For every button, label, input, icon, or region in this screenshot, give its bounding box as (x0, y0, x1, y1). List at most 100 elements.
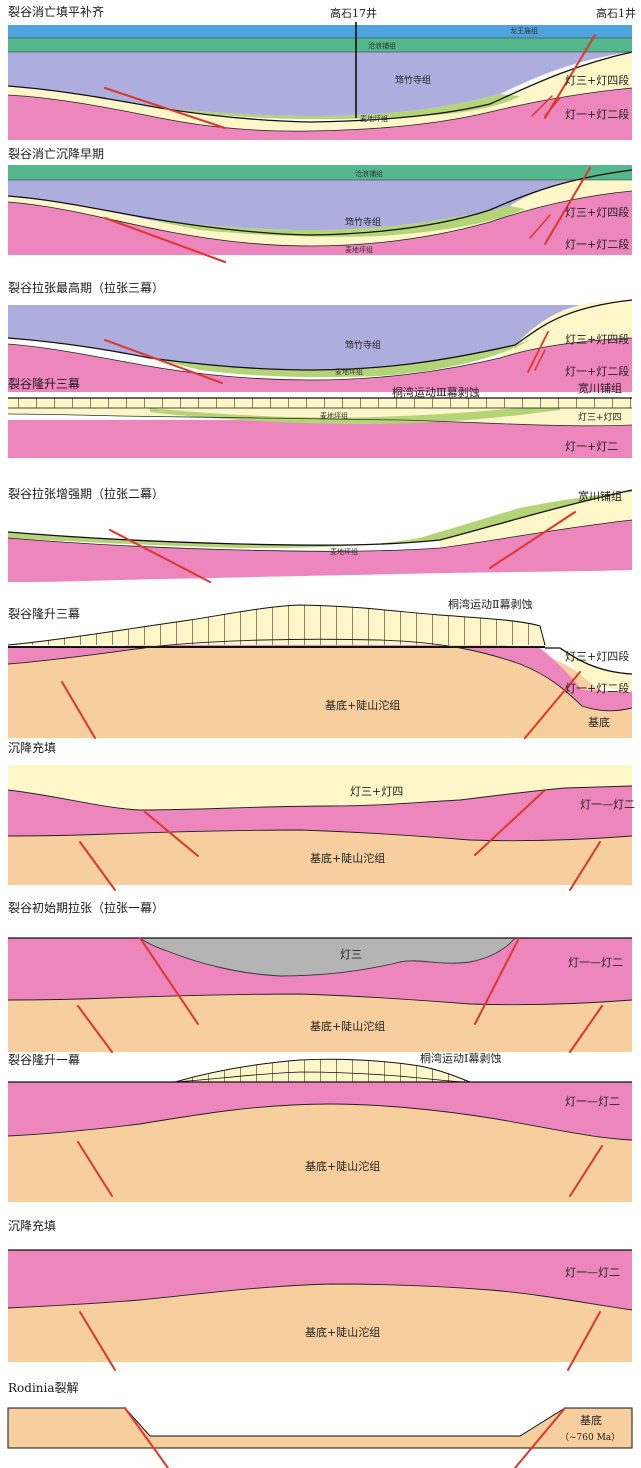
stage-6-fault-left (61, 681, 96, 739)
stage-11-panel: Rodinia裂解 基底 （~760 Ma） (7, 1381, 633, 1468)
stage-4-maidiping-label: 麦地坪组 (320, 411, 348, 420)
stage-6-basement2-label: 基底 (588, 715, 610, 729)
stage-1-canglangpu-label: 沧浪铺组 (368, 41, 396, 50)
stage-4-kuanchuanpu-label: 宽川铺组 (578, 381, 622, 395)
stage-11-fault-left (124, 1407, 169, 1468)
stage-2-canglangpu-label: 沧浪铺组 (355, 169, 383, 178)
stage-3-fault-right (527, 331, 549, 373)
stage-8-boundary-base (7, 993, 633, 1006)
stage-5-top-line (7, 489, 633, 546)
stage-2-maidiping-label: 麦地坪组 (345, 245, 373, 254)
stage-4-maidiping-layer (150, 404, 560, 424)
stage-10-deng12-layer (8, 1250, 632, 1310)
stage-1-fault-right (544, 34, 596, 119)
stage-11-title: Rodinia裂解 (8, 1381, 79, 1395)
stage-3-deng12-layer (8, 338, 632, 392)
well-gaoshi17-label: 高石17井 (330, 6, 377, 20)
stage-9-title: 裂谷隆升一幕 (8, 1052, 80, 1067)
stage-1-maidiping-label: 麦地坪组 (360, 114, 388, 123)
stage-2-maidiping-layer (150, 206, 525, 237)
stage-1-title: 裂谷消亡填平补齐 (8, 4, 104, 19)
stage-1-unconformity (7, 51, 633, 123)
stage-7-basement-label: 基底+陡山沱组 (310, 851, 385, 865)
stage-3-fault-minor (534, 349, 546, 371)
stage-4-deng34-label: 灯三+灯四 (578, 412, 622, 423)
stage-4-erosion-label: 桐湾运动Ⅲ幕剥蚀 (392, 385, 480, 399)
stage-4-deng12-label: 灯一+灯二 (565, 440, 618, 453)
stage-8-basement-label: 基底+陡山沱组 (310, 1019, 385, 1033)
stage-1-deng12-label: 灯一+灯二段 (565, 107, 629, 121)
stage-10-basement-label: 基底+陡山沱组 (305, 1325, 380, 1339)
stage-4-erosion-strip (8, 398, 632, 408)
stage-1-fault-minor-b (544, 97, 561, 117)
stage-10-fault-right (567, 1311, 601, 1371)
stage-8-fault-right-lower (569, 1005, 603, 1053)
stage-1-fault-minor-a (531, 95, 553, 117)
stage-7-fault-left-lower (79, 841, 116, 891)
stage-8-panel: 裂谷初始期拉张（拉张一幕） 灯三 灯一—灯二 基底+陡山沱组 (7, 900, 633, 1053)
stage-1-longwangmiao-label: 龙王庙组 (510, 26, 538, 35)
stage-9-erosion-base (174, 1071, 471, 1083)
stage-8-fault-left-upper (139, 937, 199, 1025)
stage-2-fault-right (544, 167, 591, 245)
stage-8-fault-right-upper (474, 939, 519, 1025)
stage-7-fault-left-upper (144, 811, 199, 857)
stage-5-panel: 裂谷拉张增强期（拉张二幕） 宽川铺组 麦地坪组 (7, 486, 633, 583)
stage-3-maidiping-label: 麦地坪组 (335, 367, 363, 376)
stage-4-title: 裂谷隆升三幕 (8, 376, 80, 391)
stage-5-maidiping-layer (8, 490, 632, 548)
stage-3-deng12-label: 灯一+灯二段 (565, 364, 629, 378)
stage-5-fault-left (109, 529, 211, 583)
stage-2-deng34-label: 灯三+灯四段 (565, 205, 629, 219)
stage-9-deng12-layer (8, 1082, 632, 1140)
stage-9-erosion-dome (175, 1059, 470, 1082)
stage-8-deng3-label: 灯三 (340, 948, 362, 961)
stage-6-erosion-label: 桐湾运动Ⅱ幕剥蚀 (448, 597, 532, 611)
stage-2-fault-minor (529, 214, 551, 239)
stage-5-deng34-layer (440, 492, 632, 548)
stage-9-deng12-label: 灯一—灯二 (565, 1095, 620, 1108)
stage-2-deng34-layer (8, 170, 632, 246)
stage-1-qiongzhusi-label: 筇竹寺组 (395, 74, 431, 86)
stage-9-erosion-outline (174, 1058, 471, 1083)
stage-3-qiongzhusi-label: 筇竹寺组 (345, 339, 381, 351)
stage-6-deng34-label: 灯三+灯四段 (565, 649, 629, 663)
stage-1-fault-left (104, 87, 226, 129)
stage-6-erosion-dome (8, 605, 545, 645)
stage-7-fault-right-upper (474, 789, 546, 856)
stage-6-title: 裂谷隆升三幕 (8, 606, 80, 621)
stage-2-unconformity (7, 169, 633, 236)
stage-9-erosion-label: 桐湾运动Ⅰ幕剥蚀 (420, 1051, 501, 1065)
stage-1-deng-boundary (7, 87, 633, 132)
stage-8-title: 裂谷初始期拉张（拉张一幕） (8, 900, 164, 915)
stage-6-fault-right (524, 671, 581, 739)
stage-2-panel: 裂谷消亡沉降早期 沧浪铺组 筇竹寺组 麦地坪组 灯三+灯四段 灯一+灯二段 (7, 147, 633, 263)
stage-9-basement-label: 基底+陡山沱组 (305, 1159, 380, 1173)
stage-1-canglangpu-layer (8, 38, 632, 52)
stage-11-basement-label: 基底 (580, 1413, 602, 1427)
well-gaoshi1-label: 高石1井 (596, 6, 636, 20)
stage-7-deng34-label: 灯三+灯四 (350, 785, 403, 798)
stage-5-fault-right (489, 511, 576, 569)
stage-9-boundary-base (7, 1103, 633, 1141)
stage-3-qiongzhusi-layer (8, 305, 580, 370)
stage-7-title: 沉降充填 (8, 740, 56, 755)
stage-10-fault-left (79, 1311, 116, 1371)
stage-1-qiongzhusi-layer (8, 52, 632, 116)
stage-6-panel: 裂谷隆升三幕 桐湾运动Ⅱ幕剥蚀 灯三+灯四段 灯一+灯二段 基底+陡山沱组 基底 (7, 597, 633, 739)
stage-5-unconformity (7, 519, 633, 552)
stage-2-qiongzhusi-label: 筇竹寺组 (345, 216, 381, 228)
stage-7-boundary-base (7, 829, 633, 842)
stage-7-boundary-top (7, 785, 633, 811)
stage-4-deng12-layer (8, 420, 632, 458)
stage-1-deng12-layer (8, 88, 632, 140)
stage-9-fault-left (77, 1141, 113, 1197)
stage-2-deng-boundary (7, 190, 633, 247)
stage-5-maidiping-label: 麦地坪组 (330, 547, 358, 556)
stage-10-title: 沉降充填 (8, 1218, 56, 1233)
stage-6-right-top (545, 647, 633, 675)
stage-2-fault-left (104, 217, 226, 263)
stage-3-fault-left (104, 339, 223, 384)
